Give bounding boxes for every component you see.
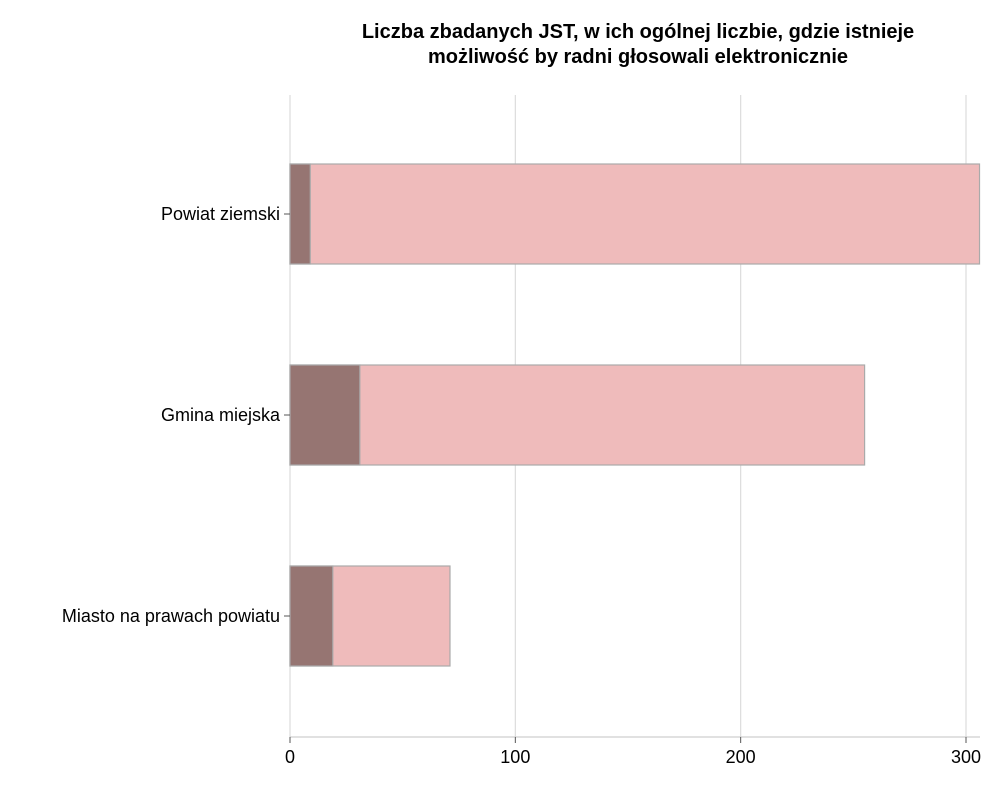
bar-series2-1 (289, 364, 361, 466)
x-tick-label-0: 0 (285, 747, 295, 767)
bar-series1-1 (289, 364, 866, 466)
chart-title-line-2: możliwość by radni głosowali elektronicz… (427, 46, 849, 68)
bar-series2-2 (289, 565, 334, 667)
chart-title: Liczba zbadanych JST, w ich ogólnej licz… (290, 20, 986, 70)
y-tick-label-0: Powiat ziemski (161, 204, 280, 224)
bar-series1-0 (289, 163, 981, 265)
y-tick-label-2: Miasto na prawach powiatu (62, 606, 280, 626)
x-tick-label-100: 100 (500, 747, 530, 767)
bar-series2-0 (289, 163, 311, 265)
y-tick-label-1: Gmina miejska (161, 405, 281, 425)
x-tick-label-300: 300 (951, 747, 981, 767)
chart-title-line-1: Liczba zbadanych JST, w ich ogólnej licz… (361, 21, 915, 43)
x-tick-label-200: 200 (726, 747, 756, 767)
